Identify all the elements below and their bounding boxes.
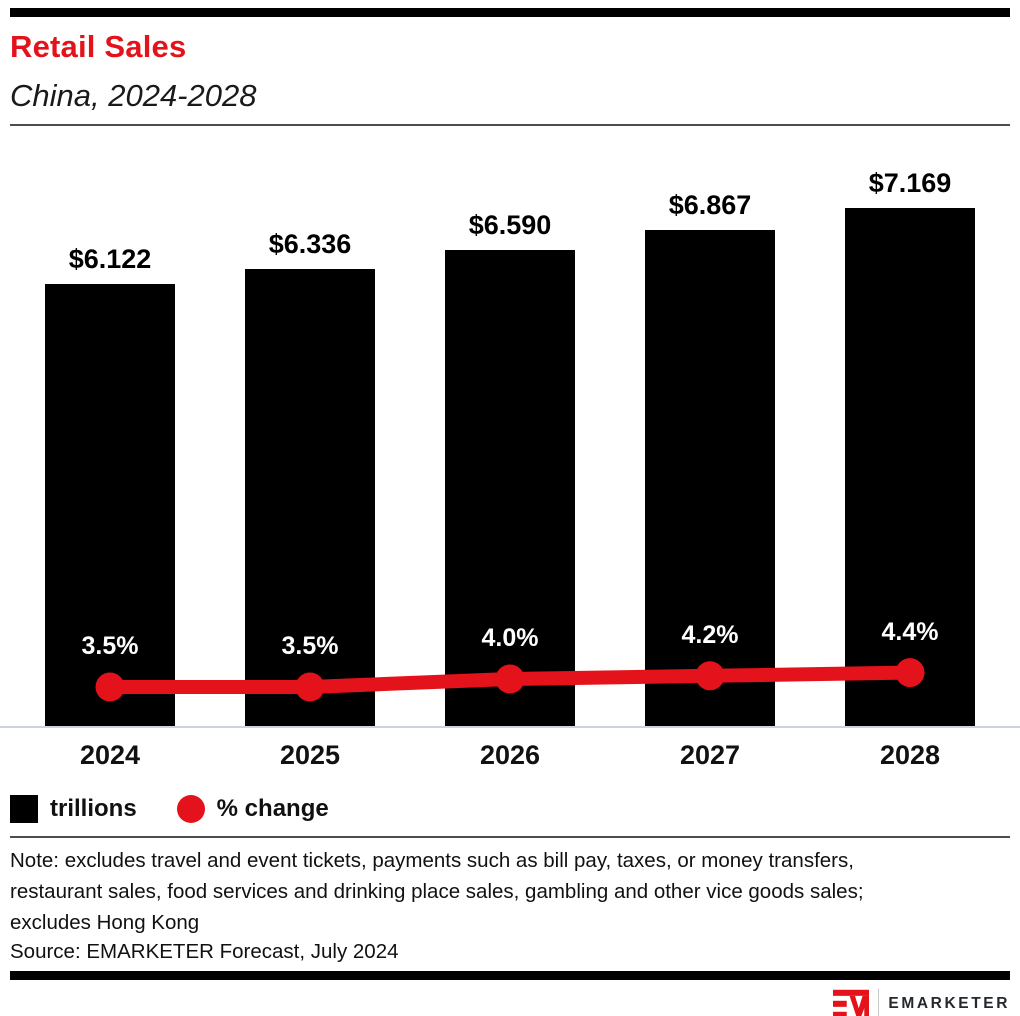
page-subtitle: China, 2024-2028 — [10, 78, 257, 113]
pct-change-label: 4.0% — [481, 624, 539, 652]
x-axis-label-2024: 2024 — [79, 740, 141, 770]
pct-change-label: 4.2% — [681, 620, 739, 649]
x-axis-label-2027: 2027 — [679, 740, 741, 770]
bar-2024 — [45, 283, 175, 726]
pct-change-label: 3.5% — [81, 632, 139, 660]
bar-value-label: $6.590 — [468, 210, 552, 241]
x-axis-label-2026: 2026 — [479, 740, 541, 770]
line-data-point — [295, 672, 325, 702]
bar-value-label: $7.169 — [868, 168, 952, 199]
note-text: Note: excludes travel and event tickets,… — [10, 849, 864, 934]
legend-item-trillions: trillions — [10, 795, 137, 823]
bottom-rule — [10, 971, 1010, 980]
pct-change-label: 3.5% — [281, 632, 339, 660]
x-axis-label-2028: 2028 — [879, 740, 941, 770]
source-text: Source: EMARKETER Forecast, July 2024 — [10, 940, 399, 963]
line-data-point — [895, 658, 925, 688]
x-axis-label-2025: 2025 — [279, 740, 341, 770]
pct-change-label: 4.4% — [881, 617, 939, 646]
footer-branding: EMARKETER — [10, 988, 1010, 1016]
note-divider — [10, 836, 1010, 838]
emarketer-logo-icon — [833, 989, 870, 1016]
legend-item-pct-change: % change — [176, 795, 329, 823]
pct-change-line — [95, 658, 925, 702]
page-title: Retail Sales — [10, 29, 187, 64]
x-axis-baseline — [0, 726, 1020, 728]
bar-2028 — [845, 208, 975, 726]
line-data-point — [695, 661, 725, 691]
top-rule — [10, 8, 1010, 17]
logo-divider — [878, 989, 880, 1016]
bar-2025 — [245, 268, 375, 726]
bar-value-label: $6.867 — [668, 190, 752, 221]
emarketer-wordmark: EMARKETER — [888, 995, 1010, 1012]
bar-value-label: $6.122 — [68, 243, 152, 274]
bar-series-swatch — [10, 795, 38, 823]
line-data-point — [95, 672, 125, 702]
bar-value-label: $6.336 — [268, 228, 352, 259]
line-data-point — [495, 664, 525, 694]
combo-chart: $6.122 3.5% 2024 $6.336 3.5% 2025 $6.590 4.0% 20… — [0, 126, 1020, 778]
bar-2027 — [645, 230, 775, 726]
legend-label: % change — [216, 795, 329, 822]
header-divider — [10, 124, 1010, 126]
line-series-swatch — [176, 795, 205, 823]
bar-2026 — [445, 250, 575, 726]
legend-label: trillions — [50, 795, 137, 822]
chart-legend: trillions % change — [10, 794, 1010, 824]
